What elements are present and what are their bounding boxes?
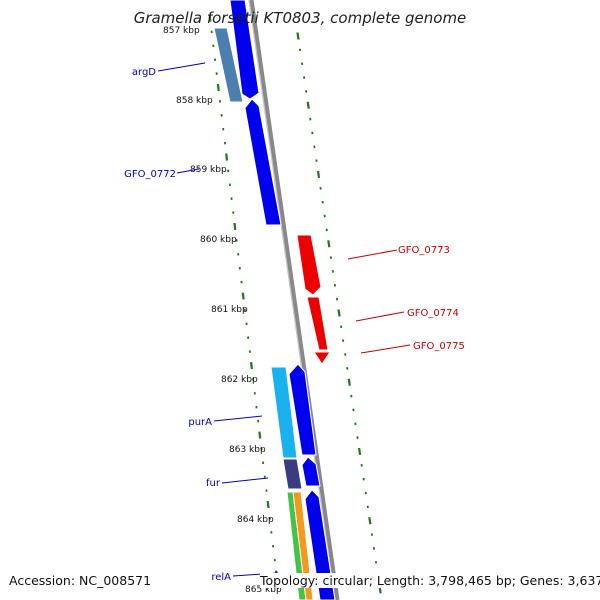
label-relA[interactable]: relA [211, 572, 231, 583]
ruler-label-862: 862 kbp [221, 375, 258, 385]
leader-GFO_0774 [355, 311, 405, 322]
label-argD[interactable]: argD [132, 67, 156, 78]
ruler-label-857: 857 kbp [163, 26, 200, 36]
gene-forward-lower-2[interactable] [301, 456, 321, 487]
gene-argD[interactable] [213, 27, 244, 103]
leader-purA [213, 415, 263, 422]
ruler: 857 kbp 858 kbp 859 kbp 860 kbp 861 kbp … [163, 26, 282, 595]
inner-tick-major [266, 500, 270, 509]
gene-GFO_0773[interactable] [296, 234, 322, 296]
inner-tick-major [216, 83, 220, 92]
gene-forward-lower-1[interactable] [288, 363, 317, 456]
genome-backbone-highlight [248, 0, 336, 600]
outer-tick-major [358, 447, 362, 456]
gene-fur[interactable] [282, 458, 303, 490]
gene-GFO_0775[interactable] [313, 351, 331, 365]
outer-tick-major [368, 517, 372, 525]
leader-argD [157, 62, 206, 72]
label-GFO_0772[interactable]: GFO_0772 [124, 169, 176, 180]
outer-tick-major [327, 240, 331, 248]
gene-forward-top[interactable] [229, 0, 260, 100]
leader-GFO_0775 [360, 344, 411, 354]
gene-purA[interactable] [270, 366, 298, 459]
inner-tick-major [233, 222, 237, 231]
gene-GFO_0772[interactable] [244, 98, 282, 226]
leader-GFO_0773 [347, 249, 398, 260]
label-GFO_0774[interactable]: GFO_0774 [407, 308, 459, 319]
ruler-label-859: 859 kbp [190, 165, 227, 175]
inner-tick-major [208, 14, 212, 22]
leader-GFO_0772 [176, 168, 200, 174]
outer-tick-major [337, 309, 341, 317]
label-purA[interactable]: purA [188, 417, 212, 428]
genome-summary: Topology: circular; Length: 3,798,465 bp… [260, 573, 600, 588]
accession-text: Accession: NC_008571 [9, 573, 152, 588]
label-GFO_0775[interactable]: GFO_0775 [413, 341, 465, 352]
label-fur[interactable]: fur [206, 478, 221, 489]
inner-tick-major [250, 361, 253, 370]
outer-tick-major [316, 170, 321, 179]
map-title: Gramella forsetii KT0803, complete genom… [134, 9, 467, 27]
outer-tick-track [296, 32, 382, 594]
outer-tick-major [347, 378, 351, 386]
gene-labels: argD GFO_0772 GFO_0773 GFO_0774 GFO_0775… [124, 67, 465, 583]
inner-tick-major [258, 431, 262, 439]
ruler-label-860: 860 kbp [200, 235, 237, 245]
inner-tick-major [241, 292, 245, 300]
ruler-label-858: 858 kbp [176, 96, 213, 106]
label-leaders [157, 62, 411, 577]
ruler-label-864: 864 kbp [237, 515, 274, 525]
outer-tick-major [296, 32, 300, 40]
inner-tick-major [225, 153, 229, 161]
ruler-label-863: 863 kbp [229, 445, 266, 455]
gene-GFO_0774-body[interactable] [306, 296, 329, 351]
ruler-label-865: 865 kbp [245, 585, 282, 595]
genome-backbone [248, 0, 340, 600]
outer-tick-major [306, 101, 310, 109]
leader-fur [221, 477, 269, 484]
ruler-label-861: 861 kbp [211, 305, 248, 315]
label-GFO_0773[interactable]: GFO_0773 [398, 245, 450, 256]
gene-features [213, 0, 336, 600]
